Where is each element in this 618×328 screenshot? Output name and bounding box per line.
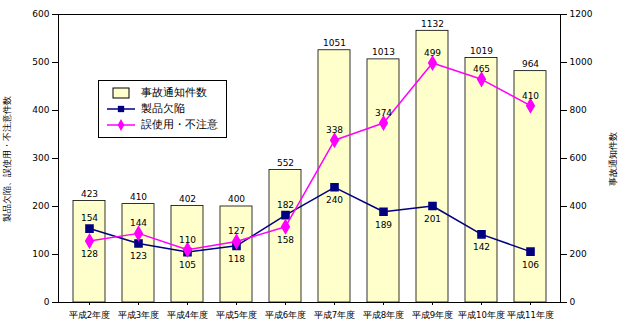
- svg-text:402: 402: [179, 194, 196, 204]
- svg-text:平成7年度: 平成7年度: [314, 310, 355, 320]
- svg-text:平成6年度: 平成6年度: [265, 310, 306, 320]
- svg-text:1019: 1019: [470, 46, 493, 56]
- svg-text:1200: 1200: [570, 9, 593, 19]
- svg-text:400: 400: [570, 201, 587, 211]
- svg-text:平成3年度: 平成3年度: [118, 310, 159, 320]
- svg-text:1132: 1132: [421, 19, 444, 29]
- svg-text:平成8年度: 平成8年度: [363, 310, 404, 320]
- svg-text:平成5年度: 平成5年度: [216, 310, 257, 320]
- svg-text:平成2年度: 平成2年度: [69, 310, 110, 320]
- svg-text:423: 423: [81, 189, 98, 199]
- svg-text:製品欠陥、誤使用・不注意件数: 製品欠陥、誤使用・不注意件数: [2, 96, 12, 222]
- svg-text:240: 240: [326, 195, 343, 205]
- svg-text:410: 410: [130, 192, 147, 202]
- svg-text:0: 0: [570, 297, 576, 307]
- svg-text:182: 182: [277, 200, 294, 210]
- svg-text:201: 201: [424, 214, 441, 224]
- html-text:事故通知件数: 事故通知件数: [141, 86, 207, 99]
- svg-text:123: 123: [130, 251, 147, 261]
- svg-text:158: 158: [277, 235, 294, 245]
- svg-text:374: 374: [375, 108, 392, 118]
- svg-text:128: 128: [81, 249, 98, 259]
- svg-text:800: 800: [570, 105, 587, 115]
- svg-text:110: 110: [179, 235, 196, 245]
- svg-text:338: 338: [326, 125, 343, 135]
- svg-text:平成9年度: 平成9年度: [412, 310, 453, 320]
- svg-text:平成11年度: 平成11年度: [507, 310, 554, 320]
- svg-text:189: 189: [375, 220, 392, 230]
- svg-text:0: 0: [44, 297, 50, 307]
- svg-text:500: 500: [32, 57, 49, 67]
- svg-text:300: 300: [32, 153, 49, 163]
- svg-text:600: 600: [32, 9, 49, 19]
- svg-text:118: 118: [228, 254, 245, 264]
- svg-text:154: 154: [81, 213, 98, 223]
- html-text:製品欠陥: 製品欠陥: [141, 102, 185, 115]
- svg-text:552: 552: [277, 158, 294, 168]
- svg-text:964: 964: [522, 59, 539, 69]
- svg-text:事故通知件数: 事故通知件数: [608, 132, 618, 186]
- svg-text:106: 106: [522, 260, 539, 270]
- html-text:誤使用・不注意: 誤使用・不注意: [141, 118, 218, 131]
- svg-text:142: 142: [473, 242, 490, 252]
- svg-text:400: 400: [32, 105, 49, 115]
- svg-text:499: 499: [424, 48, 441, 58]
- svg-text:410: 410: [522, 91, 539, 101]
- svg-text:平成4年度: 平成4年度: [167, 310, 208, 320]
- svg-text:144: 144: [130, 218, 147, 228]
- svg-text:平成10年度: 平成10年度: [458, 310, 505, 320]
- svg-text:600: 600: [570, 153, 587, 163]
- svg-text:400: 400: [228, 194, 245, 204]
- svg-text:465: 465: [473, 64, 490, 74]
- svg-text:105: 105: [179, 260, 196, 270]
- svg-text:1013: 1013: [372, 47, 395, 57]
- svg-text:100: 100: [32, 249, 49, 259]
- svg-text:1000: 1000: [570, 57, 593, 67]
- svg-text:1051: 1051: [323, 38, 346, 48]
- svg-text:200: 200: [570, 249, 587, 259]
- svg-text:127: 127: [228, 226, 245, 236]
- svg-text:200: 200: [32, 201, 49, 211]
